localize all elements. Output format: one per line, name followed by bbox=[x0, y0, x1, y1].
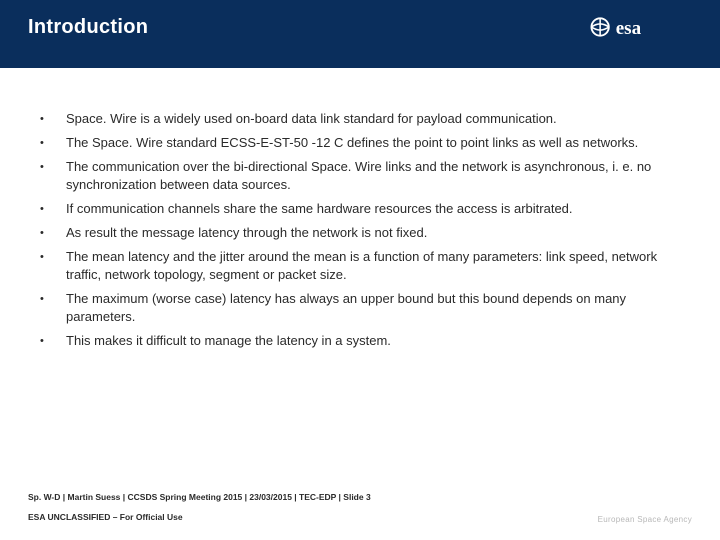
bullet-text: The communication over the bi-directiona… bbox=[66, 158, 680, 194]
bullet-dot-icon: • bbox=[40, 290, 66, 308]
bullet-list: •Space. Wire is a widely used on-board d… bbox=[40, 110, 680, 350]
footer: Sp. W-D | Martin Suess | CCSDS Spring Me… bbox=[0, 476, 720, 540]
esa-logo-text: esa bbox=[616, 18, 642, 39]
bullet-text: The maximum (worse case) latency has alw… bbox=[66, 290, 680, 326]
list-item: •The mean latency and the jitter around … bbox=[40, 248, 680, 284]
bullet-dot-icon: • bbox=[40, 158, 66, 176]
page-title: Introduction bbox=[28, 16, 148, 39]
esa-logo: esa bbox=[588, 14, 692, 40]
slide: Introduction esa •Space. Wire is a widel… bbox=[0, 0, 720, 540]
bullet-text: If communication channels share the same… bbox=[66, 200, 680, 218]
list-item: •The Space. Wire standard ECSS-E-ST-50 -… bbox=[40, 134, 680, 152]
bullet-dot-icon: • bbox=[40, 200, 66, 218]
list-item: •If communication channels share the sam… bbox=[40, 200, 680, 218]
list-item: •This makes it difficult to manage the l… bbox=[40, 332, 680, 350]
footer-classification: ESA UNCLASSIFIED – For Official Use bbox=[28, 510, 371, 524]
footer-meta: Sp. W-D | Martin Suess | CCSDS Spring Me… bbox=[28, 490, 371, 504]
footer-agency: European Space Agency bbox=[598, 515, 692, 524]
list-item: •As result the message latency through t… bbox=[40, 224, 680, 242]
list-item: •The maximum (worse case) latency has al… bbox=[40, 290, 680, 326]
bullet-text: The mean latency and the jitter around t… bbox=[66, 248, 680, 284]
footer-left: Sp. W-D | Martin Suess | CCSDS Spring Me… bbox=[28, 490, 371, 524]
bullet-dot-icon: • bbox=[40, 134, 66, 152]
content-area: •Space. Wire is a widely used on-board d… bbox=[0, 68, 720, 476]
bullet-text: The Space. Wire standard ECSS-E-ST-50 -1… bbox=[66, 134, 680, 152]
bullet-text: Space. Wire is a widely used on-board da… bbox=[66, 110, 680, 128]
header-bar: Introduction esa bbox=[0, 4, 720, 68]
list-item: •Space. Wire is a widely used on-board d… bbox=[40, 110, 680, 128]
bullet-text: As result the message latency through th… bbox=[66, 224, 680, 242]
bullet-dot-icon: • bbox=[40, 110, 66, 128]
esa-logo-icon: esa bbox=[588, 14, 692, 40]
bullet-text: This makes it difficult to manage the la… bbox=[66, 332, 680, 350]
list-item: •The communication over the bi-direction… bbox=[40, 158, 680, 194]
bullet-dot-icon: • bbox=[40, 248, 66, 266]
bullet-dot-icon: • bbox=[40, 332, 66, 350]
bullet-dot-icon: • bbox=[40, 224, 66, 242]
